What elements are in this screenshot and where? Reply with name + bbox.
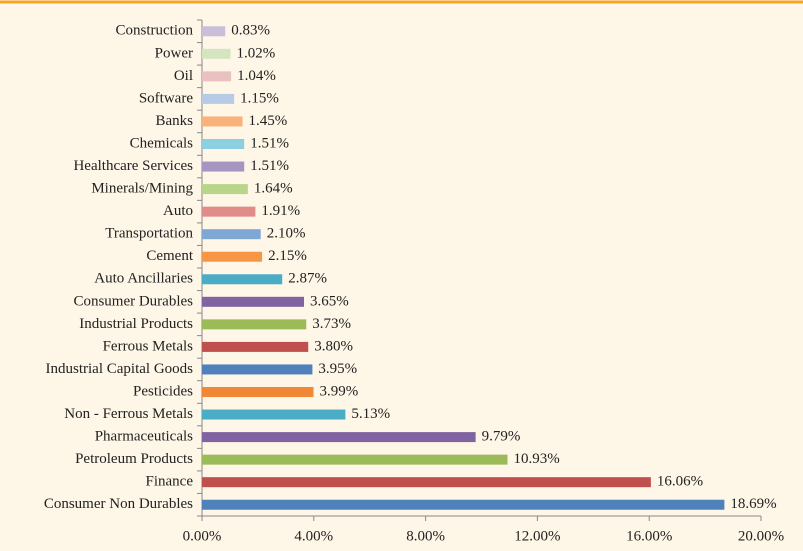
value-label: 3.65% [310,293,349,309]
value-label: 3.99% [320,383,359,399]
bar [202,341,309,352]
value-label: 10.93% [513,451,559,467]
bar [202,499,725,510]
value-label: 2.87% [288,271,327,287]
bar [202,454,508,465]
value-label: 1.02% [237,45,276,61]
y-tick-label: Consumer Non Durables [44,496,193,512]
bar [202,71,232,82]
value-label: 2.15% [268,248,307,264]
value-label: 1.51% [250,158,289,174]
value-label: 1.45% [249,113,288,129]
y-tick-label: Finance [146,474,194,490]
bar [202,296,305,307]
y-tick-label: Banks [156,113,194,129]
value-label: 1.64% [254,181,293,197]
bar [202,161,245,172]
bar [202,251,263,262]
y-tick-label: Cement [146,248,193,264]
bar [202,409,346,420]
value-label: 9.79% [482,429,521,445]
bar [202,26,226,37]
value-label: 3.73% [312,316,351,332]
bar [202,477,651,488]
y-tick-label: Chemicals [130,135,193,151]
value-label: 3.95% [318,361,357,377]
y-tick-label: Software [139,90,193,106]
y-tick-label: Industrial Products [79,316,193,332]
x-tick-label: 0.00% [183,528,222,544]
bar [202,387,314,397]
value-label: 2.10% [267,226,306,242]
y-tick-label: Pharmaceuticals [95,429,193,445]
value-label: 5.13% [351,406,390,422]
x-tick-label: 16.00% [626,528,672,544]
bar [202,274,283,285]
bar [202,229,261,240]
bar [202,93,235,104]
y-tick-label: Consumer Durables [73,293,193,309]
value-label: 3.80% [314,338,353,354]
bar [202,139,245,149]
y-tick-label: Oil [174,68,193,84]
value-label: 1.15% [240,90,279,106]
y-tick-label: Industrial Capital Goods [46,361,194,377]
value-label: 0.83% [231,23,270,39]
value-label: 16.06% [657,474,703,490]
y-tick-label: Construction [116,23,194,39]
bar [202,319,307,330]
value-label: 1.04% [237,68,276,84]
value-label: 18.69% [730,496,776,512]
bar [202,48,231,59]
value-label: 1.91% [261,203,300,219]
y-tick-label: Transportation [105,226,193,242]
bar [202,206,256,217]
y-tick-label: Auto Ancillaries [94,271,193,287]
y-tick-label: Pesticides [133,383,193,399]
y-tick-label: Minerals/Mining [91,181,193,197]
y-tick-label: Healthcare Services [73,158,193,174]
bar [202,432,476,443]
bar [202,364,313,375]
bar [202,184,248,195]
bar [202,116,243,127]
y-tick-label: Auto [163,203,193,219]
x-tick-label: 12.00% [514,528,560,544]
value-label: 1.51% [250,135,289,151]
x-tick-label: 4.00% [294,528,333,544]
y-tick-label: Petroleum Products [75,451,193,467]
x-tick-label: 20.00% [738,528,784,544]
y-tick-label: Ferrous Metals [103,338,194,354]
y-tick-label: Power [155,45,193,61]
x-tick-label: 8.00% [406,528,445,544]
y-tick-label: Non - Ferrous Metals [64,406,193,422]
